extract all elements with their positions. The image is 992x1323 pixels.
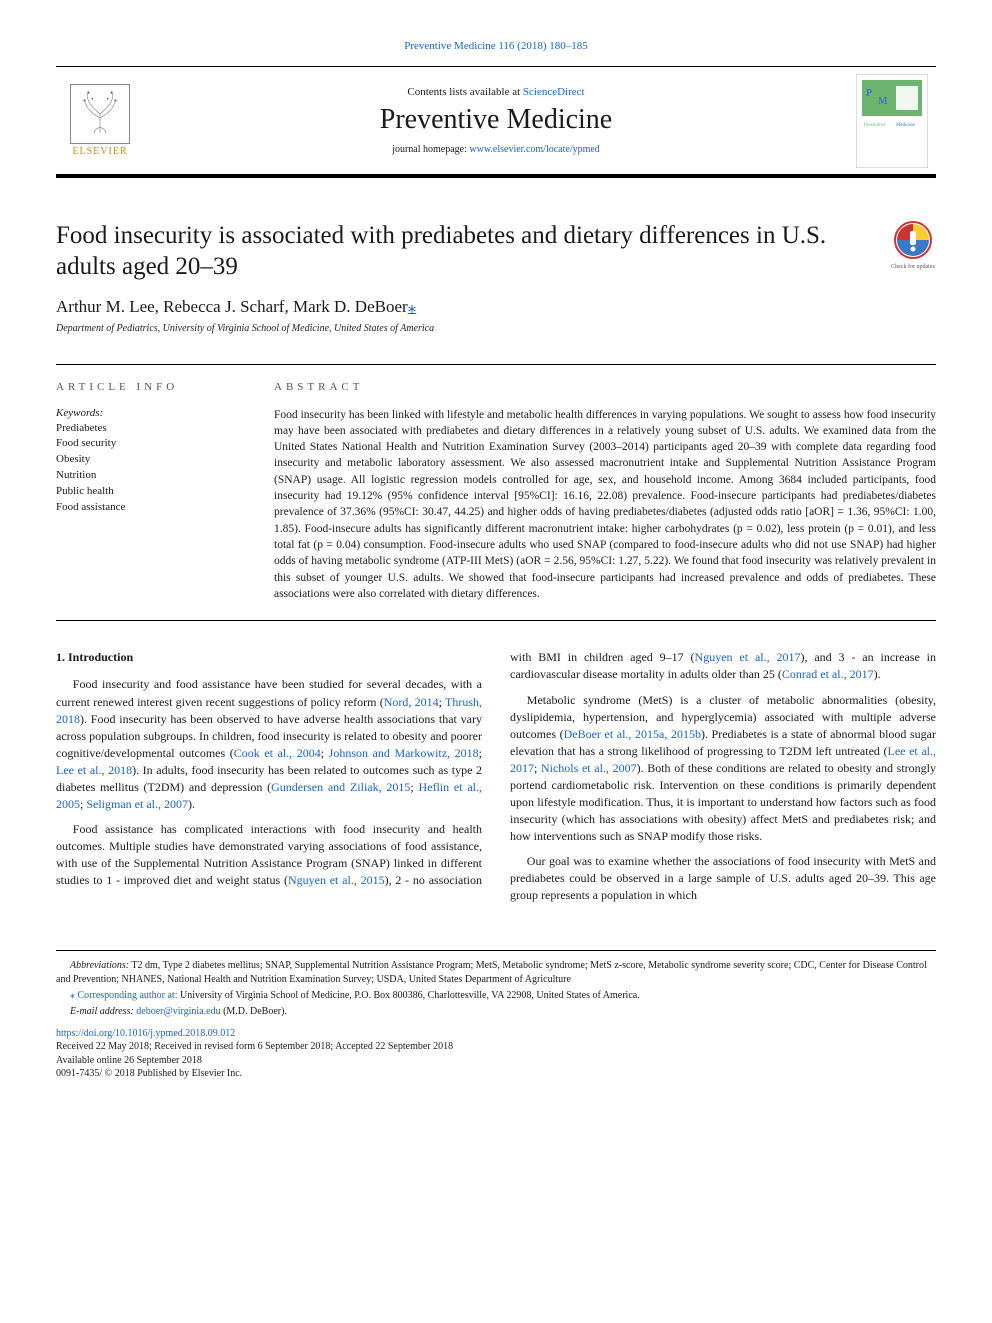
copyright-line: 0091-7435/ © 2018 Published by Elsevier … <box>56 1067 936 1081</box>
citation-link[interactable]: DeBoer et al., 2015a, 2015b <box>564 727 701 741</box>
citation-link[interactable]: Cook et al., 2004 <box>234 746 321 760</box>
citation-link[interactable]: Johnson and Markowitz, 2018 <box>329 746 479 760</box>
citation-link[interactable]: Nguyen et al., 2015 <box>288 873 385 887</box>
masthead: ELSEVIER Contents lists available at Sci… <box>56 66 936 178</box>
abstract-text: Food insecurity has been linked with lif… <box>274 407 936 603</box>
masthead-center: Contents lists available at ScienceDirec… <box>144 67 848 174</box>
citation-link[interactable]: Conrad et al., 2017 <box>782 667 874 681</box>
svg-text:P: P <box>866 88 872 99</box>
publisher-label: ELSEVIER <box>72 146 127 157</box>
citation-link[interactable]: Seligman et al., 2007 <box>86 797 188 811</box>
journal-cover-icon: P M Preventive Medicine <box>856 74 928 168</box>
homepage-prefix: journal homepage: <box>392 144 469 155</box>
corresponding-marker: ⁎ Corresponding author at: <box>70 990 177 1001</box>
article-info-col: ARTICLE INFO Keywords: Prediabetes Food … <box>56 381 246 603</box>
corresponding-text: University of Virginia School of Medicin… <box>177 990 639 1001</box>
body-paragraph: Our goal was to examine whether the asso… <box>510 853 936 904</box>
section-heading: 1. Introduction <box>56 649 482 666</box>
journal-reference: Preventive Medicine 116 (2018) 180–185 <box>56 40 936 52</box>
footnotes: Abbreviations: T2 dm, Type 2 diabetes me… <box>56 950 936 1081</box>
keyword: Food security <box>56 436 246 452</box>
email-line: E-mail address: deboer@virginia.edu (M.D… <box>56 1005 936 1019</box>
abstract-heading: ABSTRACT <box>274 381 936 393</box>
doi-block: https://doi.org/10.1016/j.ypmed.2018.09.… <box>56 1027 936 1081</box>
corresponding-marker-link[interactable]: ⁎ <box>408 297 417 316</box>
crossmark-badge[interactable]: Check for updates <box>890 220 936 270</box>
svg-text:Preventive: Preventive <box>864 123 886 128</box>
title-row: Food insecurity is associated with predi… <box>56 220 936 283</box>
abbreviations-text: T2 dm, Type 2 diabetes mellitus; SNAP, S… <box>56 960 927 985</box>
article-info-heading: ARTICLE INFO <box>56 381 246 393</box>
keywords-label: Keywords: <box>56 407 246 419</box>
body-text: ; <box>321 746 329 760</box>
citation-link[interactable]: Nichols et al., 2007 <box>541 761 637 775</box>
info-row: ARTICLE INFO Keywords: Prediabetes Food … <box>56 364 936 622</box>
contents-line: Contents lists available at ScienceDirec… <box>407 86 584 98</box>
body-text: ). <box>874 667 881 681</box>
svg-text:M: M <box>878 96 888 107</box>
keywords-list: Prediabetes Food security Obesity Nutrit… <box>56 421 246 517</box>
email-suffix: (M.D. DeBoer). <box>221 1006 287 1017</box>
body-paragraph: Metabolic syndrome (MetS) is a cluster o… <box>510 692 936 845</box>
sciencedirect-link[interactable]: ScienceDirect <box>523 86 585 98</box>
abbreviations-line: Abbreviations: T2 dm, Type 2 diabetes me… <box>56 959 936 987</box>
svg-text:Medicine: Medicine <box>896 123 916 128</box>
corresponding-line: ⁎ Corresponding author at: University of… <box>56 989 936 1003</box>
keyword: Prediabetes <box>56 421 246 437</box>
abstract-col: ABSTRACT Food insecurity has been linked… <box>274 381 936 603</box>
affiliation: Department of Pediatrics, University of … <box>56 323 936 334</box>
journal-reference-link[interactable]: Preventive Medicine 116 (2018) 180–185 <box>404 40 588 52</box>
authors-text: Arthur M. Lee, Rebecca J. Scharf, Mark D… <box>56 297 408 316</box>
abbreviations-label: Abbreviations: <box>70 960 129 971</box>
email-link[interactable]: deboer@virginia.edu <box>136 1006 220 1017</box>
contents-prefix: Contents lists available at <box>407 86 522 98</box>
crossmark-icon <box>893 220 933 260</box>
journal-name: Preventive Medicine <box>380 104 612 136</box>
doi-link[interactable]: https://doi.org/10.1016/j.ypmed.2018.09.… <box>56 1028 235 1039</box>
body-text: ; <box>534 761 541 775</box>
body-columns: 1. Introduction Food insecurity and food… <box>56 649 936 903</box>
body-paragraph: Food insecurity and food assistance have… <box>56 676 482 812</box>
page-root: Preventive Medicine 116 (2018) 180–185 <box>0 0 992 1111</box>
received-line: Received 22 May 2018; Received in revise… <box>56 1040 936 1054</box>
keyword: Food assistance <box>56 500 246 516</box>
body-text: ). <box>188 797 195 811</box>
online-line: Available online 26 September 2018 <box>56 1054 936 1068</box>
article-title: Food insecurity is associated with predi… <box>56 220 874 283</box>
elsevier-tree-icon <box>70 84 130 144</box>
keyword: Nutrition <box>56 468 246 484</box>
authors: Arthur M. Lee, Rebecca J. Scharf, Mark D… <box>56 297 936 317</box>
homepage-link[interactable]: www.elsevier.com/locate/ypmed <box>469 144 599 155</box>
citation-link[interactable]: Gundersen and Ziliak, 2015 <box>271 780 410 794</box>
body-text: ; <box>479 746 482 760</box>
publisher-block: ELSEVIER <box>56 67 144 174</box>
citation-link[interactable]: Nord, 2014 <box>384 695 439 709</box>
crossmark-label: Check for updates <box>890 264 936 270</box>
citation-link[interactable]: Nguyen et al., 2017 <box>695 650 801 664</box>
citation-link[interactable]: Lee et al., 2018 <box>56 763 132 777</box>
email-label: E-mail address: <box>70 1006 136 1017</box>
cover-thumb-block: P M Preventive Medicine <box>848 67 936 174</box>
homepage-line: journal homepage: www.elsevier.com/locat… <box>392 144 600 155</box>
keyword: Public health <box>56 484 246 500</box>
keyword: Obesity <box>56 452 246 468</box>
